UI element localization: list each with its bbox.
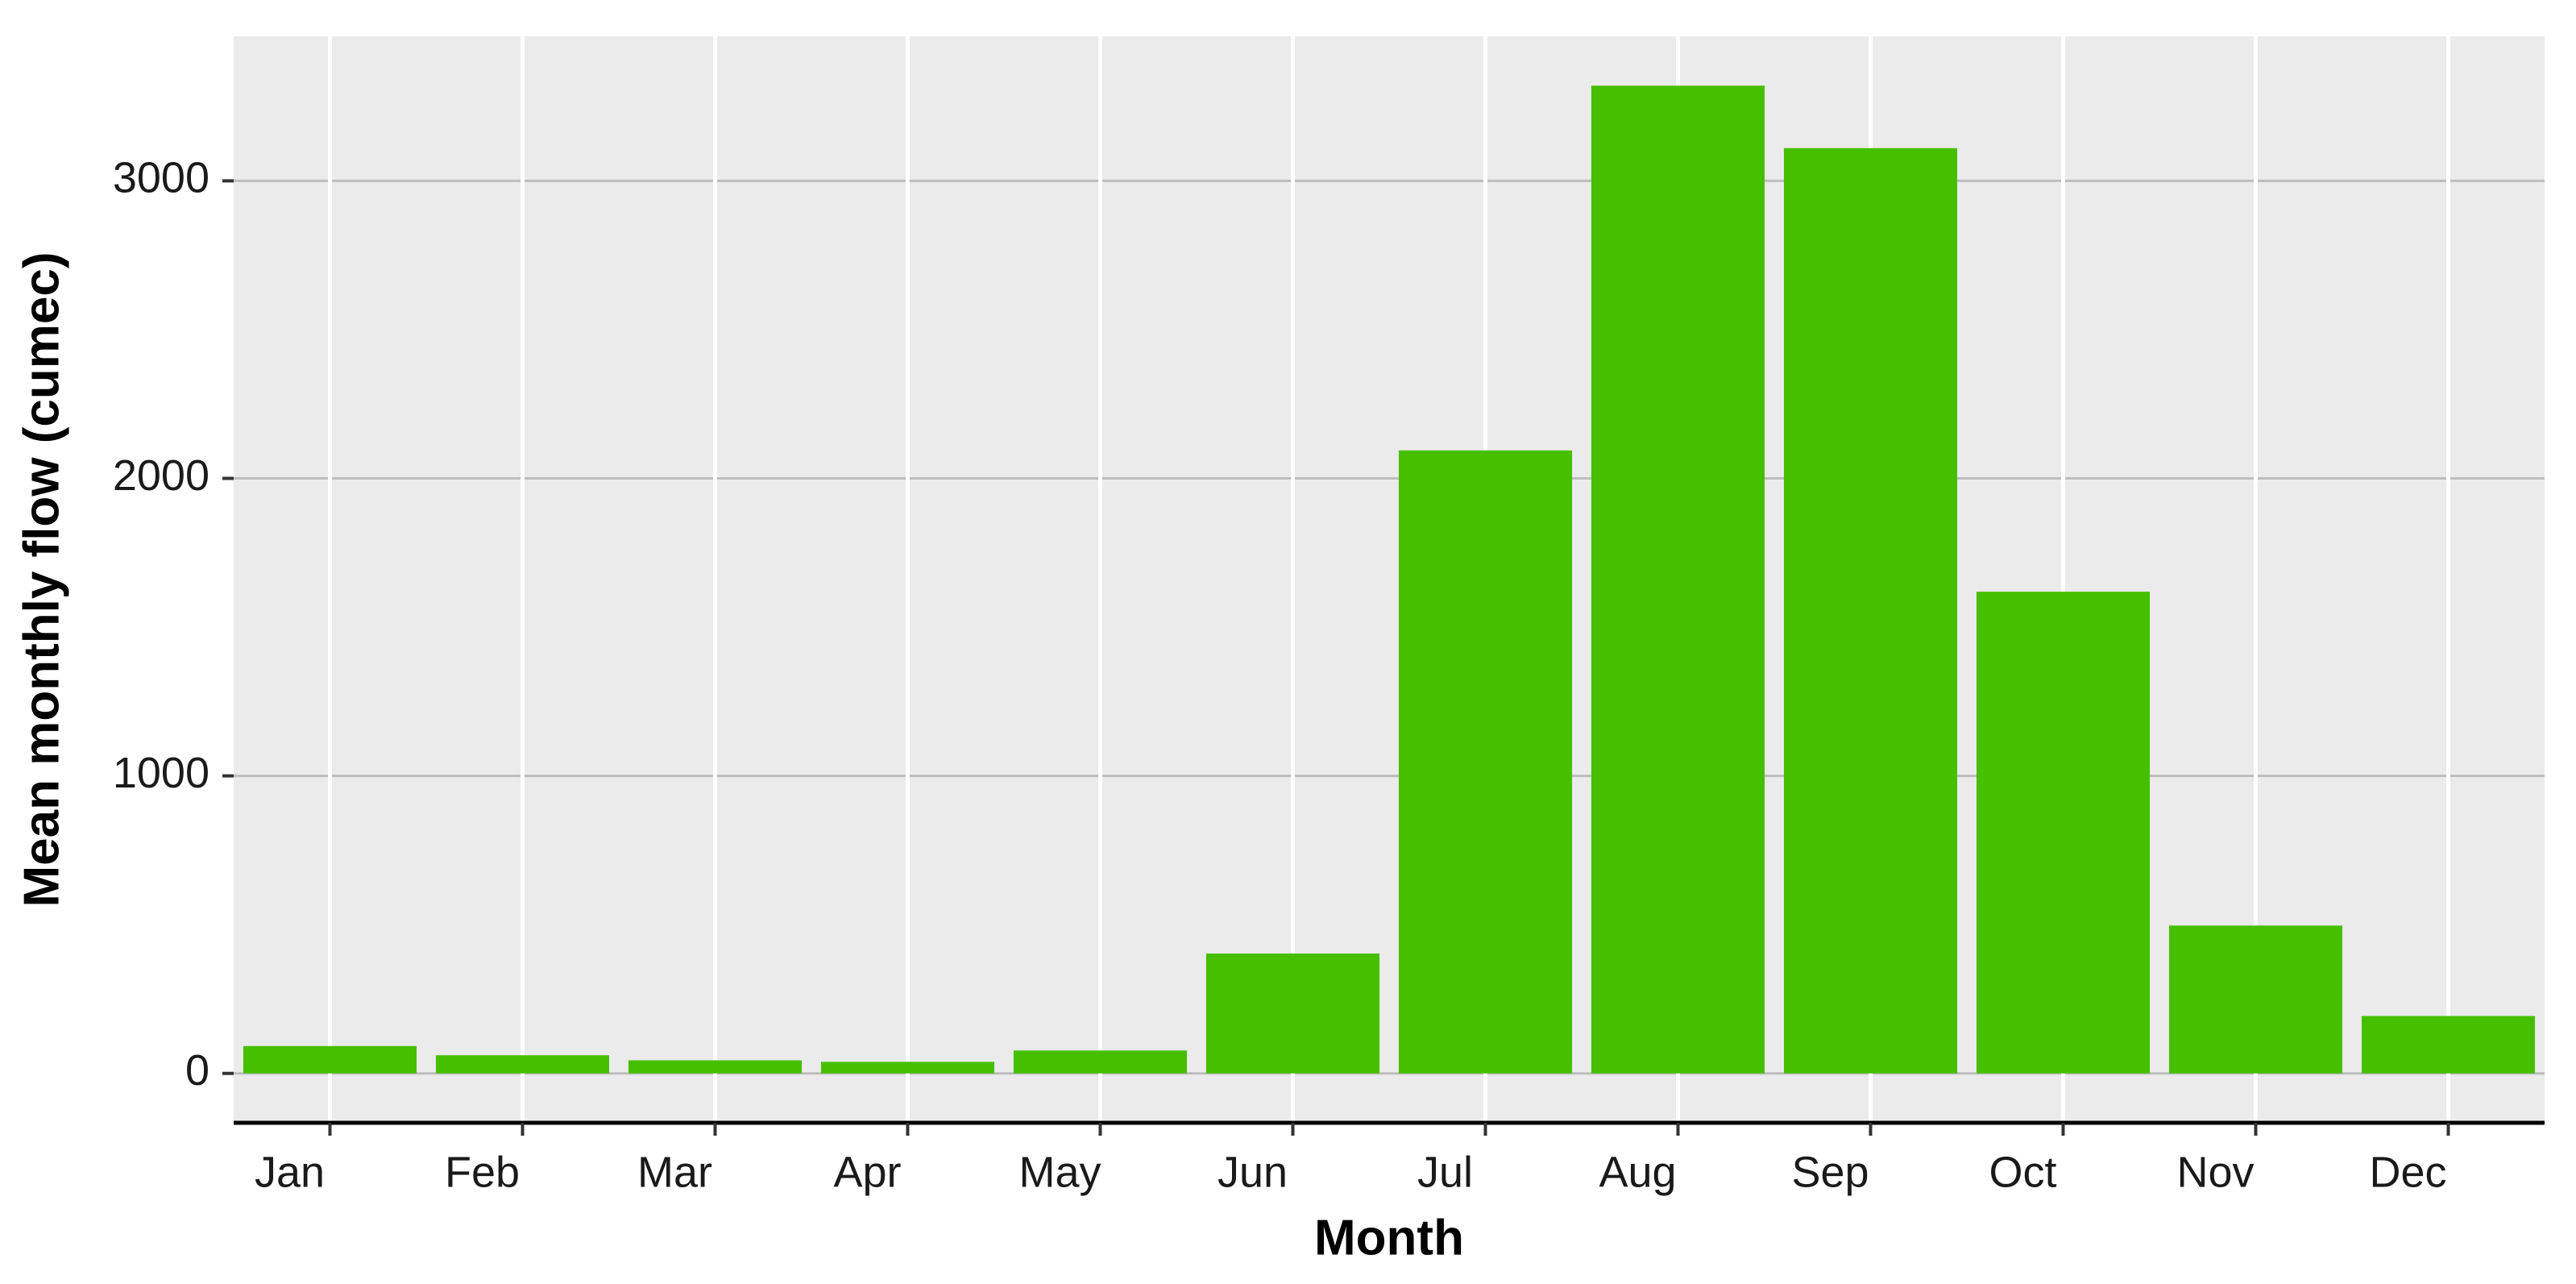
y-axis-title: Mean monthly flow (cumec) xyxy=(14,252,69,908)
y-tick-label: 3000 xyxy=(113,154,209,202)
bar xyxy=(2361,1016,2536,1074)
x-tick-label: Oct xyxy=(1989,1148,2056,1196)
x-tick-label: Feb xyxy=(445,1148,520,1196)
x-tick-label: Apr xyxy=(833,1148,901,1196)
bar xyxy=(820,1062,995,1074)
bars xyxy=(243,85,2536,1074)
y-tick-label: 0 xyxy=(185,1046,209,1095)
x-tick-label: Jul xyxy=(1417,1148,1473,1196)
x-axis-title: Month xyxy=(1314,1210,1464,1265)
bar xyxy=(1205,953,1380,1074)
bar xyxy=(1398,450,1573,1074)
y-tick-label: 1000 xyxy=(113,749,209,797)
x-tick-label: Dec xyxy=(2369,1148,2446,1196)
x-tick-label: Sep xyxy=(1791,1148,1869,1196)
bar xyxy=(2168,925,2343,1074)
labels: 0 1000 2000 3000 Jan Feb Mar Apr May Jun Jul Aug Sep… xyxy=(113,154,2450,1196)
x-tick-label: Mar xyxy=(637,1148,712,1196)
x-tick-label: May xyxy=(1018,1148,1101,1196)
x-tick-label: Jun xyxy=(1217,1148,1288,1196)
x-tick-label: Nov xyxy=(2176,1148,2254,1196)
bar xyxy=(435,1055,610,1074)
x-tick-label: Jan xyxy=(255,1148,325,1196)
x-tick-label: Aug xyxy=(1599,1148,1676,1196)
panel-background xyxy=(234,36,2545,1123)
bar xyxy=(628,1060,803,1074)
bar xyxy=(1783,148,1958,1074)
bar xyxy=(1013,1050,1188,1074)
y-tick-label: 2000 xyxy=(113,451,209,500)
bar xyxy=(1976,592,2151,1074)
bar xyxy=(1591,85,1765,1074)
bar xyxy=(243,1045,417,1074)
